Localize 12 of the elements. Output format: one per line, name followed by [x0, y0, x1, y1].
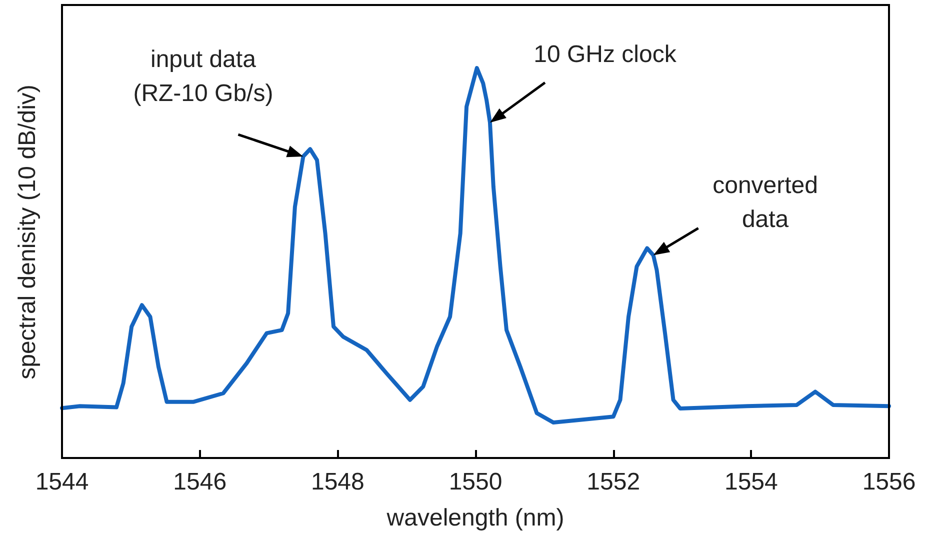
x-tick-label: 1546	[173, 468, 227, 496]
x-tick-label: 1552	[586, 468, 640, 496]
x-tick-label: 1550	[448, 468, 502, 496]
annotation: converted data	[712, 171, 818, 236]
x-tick-label: 1554	[724, 468, 778, 496]
annotation: input data (RZ-10 Gb/s)	[133, 44, 274, 109]
annotation: 10 GHz clock	[534, 40, 676, 70]
x-tick-label: 1548	[310, 468, 364, 496]
x-axis-title: wavelength (nm)	[386, 504, 564, 532]
x-tick-label: 1556	[862, 468, 916, 496]
x-tick-label: 1544	[35, 468, 89, 496]
y-axis-title: spectral denisity (10 dB/div)	[13, 84, 42, 379]
